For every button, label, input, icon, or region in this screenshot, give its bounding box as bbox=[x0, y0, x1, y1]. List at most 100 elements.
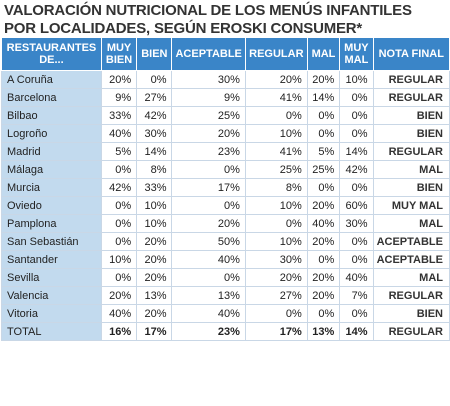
title-line-2-text: POR LOCALIDADES, SEGÚN EROSKI CONSUMER* bbox=[4, 20, 363, 37]
mal-cell: 0% bbox=[306, 124, 341, 143]
nota-final-cell: BIEN bbox=[372, 124, 450, 143]
aceptable-cell: 23% bbox=[171, 142, 246, 161]
bien-cell: 20% bbox=[136, 268, 173, 287]
header-restaurantes: RESTAURANTES DE... bbox=[1, 37, 102, 71]
nota-final-cell: MAL bbox=[372, 214, 450, 233]
regular-cell: 10% bbox=[244, 124, 308, 143]
bien-cell: 14% bbox=[136, 142, 173, 161]
regular-cell: 25% bbox=[244, 160, 308, 179]
muy-bien-cell: 40% bbox=[100, 304, 138, 323]
aceptable-cell: 30% bbox=[171, 70, 246, 89]
table-row: Oviedo 0% 10% 0% 10% 20% 60% MUY MAL bbox=[1, 196, 450, 215]
aceptable-cell: 50% bbox=[171, 232, 246, 251]
city-cell: Madrid bbox=[1, 142, 102, 161]
table-body: A Coruña 20% 0% 30% 20% 20% 10% REGULAR Barcelon… bbox=[1, 70, 450, 341]
muy-bien-cell: 33% bbox=[100, 106, 138, 125]
muy-mal-cell: 10% bbox=[339, 70, 374, 89]
bien-cell: 8% bbox=[136, 160, 173, 179]
nota-final-cell: ACEPTABLE bbox=[372, 232, 450, 251]
bien-cell: 30% bbox=[136, 124, 173, 143]
aceptable-cell: 40% bbox=[171, 304, 246, 323]
mal-cell: 40% bbox=[306, 214, 341, 233]
muy-bien-cell: 0% bbox=[100, 214, 138, 233]
muy-bien-cell: 10% bbox=[100, 250, 138, 269]
title-line-1: VALORACIÓN NUTRICIONAL DE LOS MENÚS INFA… bbox=[4, 2, 412, 19]
mal-cell: 25% bbox=[306, 160, 341, 179]
mal-cell: 0% bbox=[306, 250, 341, 269]
muy-bien-cell: 0% bbox=[100, 232, 138, 251]
city-cell: A Coruña bbox=[1, 70, 102, 89]
muy-mal-cell: 0% bbox=[339, 250, 374, 269]
header-bien: BIEN bbox=[136, 37, 173, 71]
aceptable-cell: 0% bbox=[171, 196, 246, 215]
nota-final-cell: REGULAR bbox=[372, 322, 450, 341]
regular-cell: 8% bbox=[244, 178, 308, 197]
regular-cell: 30% bbox=[244, 250, 308, 269]
header-regular: REGULAR bbox=[244, 37, 308, 71]
muy-mal-cell: 0% bbox=[339, 124, 374, 143]
table-row: Santander 10% 20% 40% 30% 0% 0% ACEPTABLE bbox=[1, 250, 450, 269]
header-muy-mal: MUY MAL bbox=[339, 37, 374, 71]
nota-final-cell: BIEN bbox=[372, 178, 450, 197]
aceptable-cell: 13% bbox=[171, 286, 246, 305]
regular-cell: 17% bbox=[244, 322, 308, 341]
nota-final-cell: BIEN bbox=[372, 106, 450, 125]
table-row: Valencia 20% 13% 13% 27% 20% 7% REGULAR bbox=[1, 286, 450, 305]
mal-cell: 0% bbox=[306, 304, 341, 323]
ratings-table: RESTAURANTES DE... MUY BIEN BIEN ACEPTAB… bbox=[1, 37, 450, 341]
header-nota-final: NOTA FINAL bbox=[372, 37, 450, 71]
mal-cell: 20% bbox=[306, 196, 341, 215]
aceptable-cell: 40% bbox=[171, 250, 246, 269]
muy-mal-cell: 40% bbox=[339, 268, 374, 287]
aceptable-cell: 20% bbox=[171, 124, 246, 143]
bien-cell: 13% bbox=[136, 286, 173, 305]
muy-mal-cell: 14% bbox=[339, 322, 374, 341]
table-row: Barcelona 9% 27% 9% 41% 14% 0% REGULAR bbox=[1, 88, 450, 107]
aceptable-cell: 0% bbox=[171, 268, 246, 287]
header-mal: MAL bbox=[306, 37, 341, 71]
table-row: Logroño 40% 30% 20% 10% 0% 0% BIEN bbox=[1, 124, 450, 143]
muy-mal-cell: 42% bbox=[339, 160, 374, 179]
regular-cell: 20% bbox=[244, 268, 308, 287]
muy-bien-cell: 20% bbox=[100, 286, 138, 305]
mal-cell: 0% bbox=[306, 106, 341, 125]
aceptable-cell: 23% bbox=[171, 322, 246, 341]
nota-final-cell: ACEPTABLE bbox=[372, 250, 450, 269]
bien-cell: 0% bbox=[136, 70, 173, 89]
city-cell: Pamplona bbox=[1, 214, 102, 233]
table-header-row: RESTAURANTES DE... MUY BIEN BIEN ACEPTAB… bbox=[1, 37, 450, 71]
table-row: Madrid 5% 14% 23% 41% 5% 14% REGULAR bbox=[1, 142, 450, 161]
regular-cell: 10% bbox=[244, 232, 308, 251]
nota-final-cell: REGULAR bbox=[372, 286, 450, 305]
city-cell: Logroño bbox=[1, 124, 102, 143]
table-row: Pamplona 0% 10% 20% 0% 40% 30% MAL bbox=[1, 214, 450, 233]
aceptable-cell: 25% bbox=[171, 106, 246, 125]
aceptable-cell: 0% bbox=[171, 160, 246, 179]
header-muy-bien: MUY BIEN bbox=[100, 37, 138, 71]
city-cell: Santander bbox=[1, 250, 102, 269]
muy-mal-cell: 7% bbox=[339, 286, 374, 305]
muy-bien-cell: 40% bbox=[100, 124, 138, 143]
muy-mal-cell: 0% bbox=[339, 106, 374, 125]
nota-final-cell: REGULAR bbox=[372, 88, 450, 107]
muy-bien-cell: 42% bbox=[100, 178, 138, 197]
regular-cell: 20% bbox=[244, 70, 308, 89]
mal-cell: 0% bbox=[306, 178, 341, 197]
regular-cell: 0% bbox=[244, 214, 308, 233]
title-line-2: POR LOCALIDADES, SEGÚN EROSKI CONSUMER* bbox=[4, 20, 444, 38]
city-cell: San Sebastián bbox=[1, 232, 102, 251]
muy-bien-cell: 5% bbox=[100, 142, 138, 161]
city-cell: Barcelona bbox=[1, 88, 102, 107]
bien-cell: 42% bbox=[136, 106, 173, 125]
city-cell: Valencia bbox=[1, 286, 102, 305]
city-cell: Murcia bbox=[1, 178, 102, 197]
nota-final-cell: MAL bbox=[372, 268, 450, 287]
muy-mal-cell: 0% bbox=[339, 232, 374, 251]
city-cell: TOTAL bbox=[1, 322, 102, 341]
nota-final-cell: MUY MAL bbox=[372, 196, 450, 215]
muy-mal-cell: 60% bbox=[339, 196, 374, 215]
aceptable-cell: 20% bbox=[171, 214, 246, 233]
muy-bien-cell: 0% bbox=[100, 196, 138, 215]
muy-bien-cell: 0% bbox=[100, 160, 138, 179]
mal-cell: 20% bbox=[306, 286, 341, 305]
